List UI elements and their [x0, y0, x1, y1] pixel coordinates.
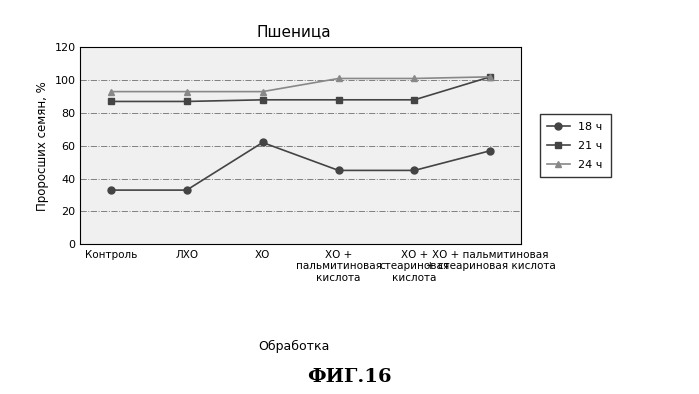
24 ч [182, 89, 191, 94]
18 ч [334, 168, 343, 173]
Line: 18 ч: 18 ч [107, 139, 494, 193]
21 ч [487, 74, 495, 79]
24 ч [334, 76, 343, 81]
Y-axis label: Проросших семян, %: Проросших семян, % [36, 81, 49, 211]
Legend: 18 ч, 21 ч, 24 ч: 18 ч, 21 ч, 24 ч [540, 114, 610, 177]
18 ч [106, 188, 115, 193]
24 ч [106, 89, 115, 94]
21 ч [106, 99, 115, 104]
Line: 21 ч: 21 ч [107, 73, 494, 105]
21 ч [410, 97, 419, 102]
Text: Обработка: Обработка [258, 340, 329, 353]
18 ч [182, 188, 191, 193]
24 ч [259, 89, 267, 94]
21 ч [182, 99, 191, 104]
Text: Пшеница: Пшеница [257, 24, 331, 39]
Text: ФИГ.16: ФИГ.16 [307, 368, 392, 386]
24 ч [487, 74, 495, 79]
Line: 24 ч: 24 ч [107, 73, 494, 95]
18 ч [487, 149, 495, 153]
24 ч [410, 76, 419, 81]
18 ч [259, 140, 267, 145]
18 ч [410, 168, 419, 173]
21 ч [334, 97, 343, 102]
21 ч [259, 97, 267, 102]
